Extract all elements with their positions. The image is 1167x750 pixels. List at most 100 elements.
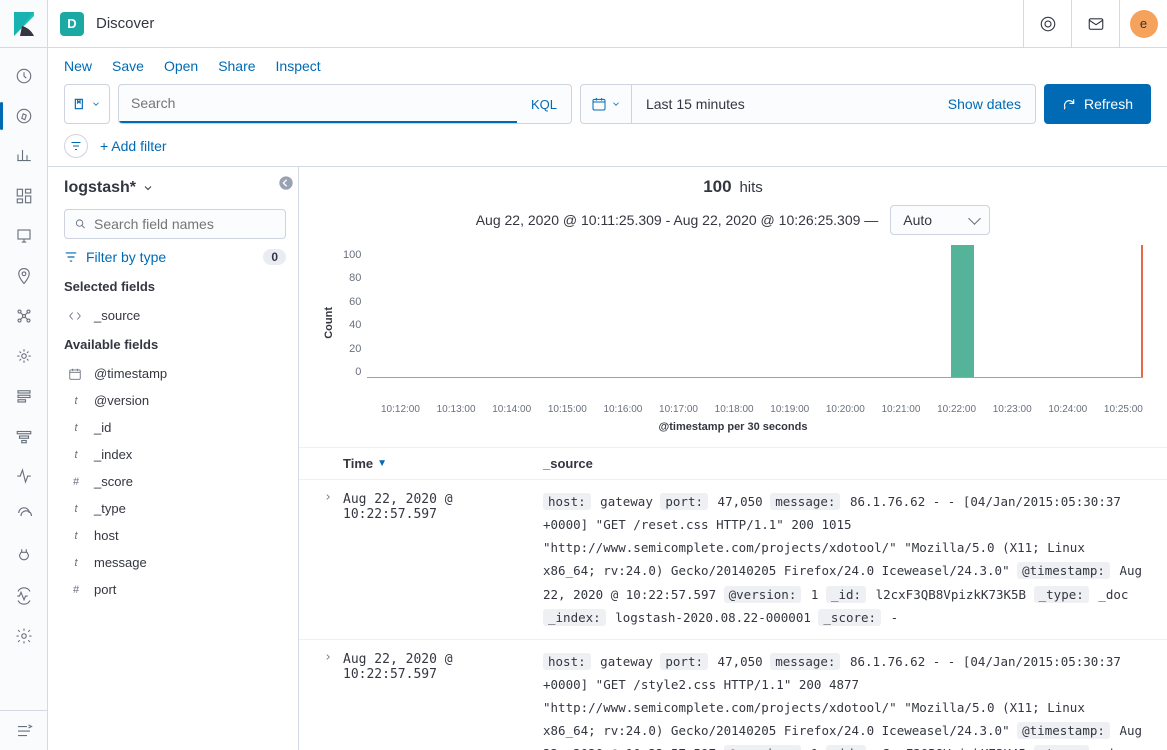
x-tick: 10:12:00	[381, 404, 420, 415]
col-source[interactable]: _source	[543, 456, 1143, 471]
x-axis-label: @timestamp per 30 seconds	[323, 415, 1143, 443]
field-key: @version:	[724, 745, 802, 750]
results-panel: 100 hits Aug 22, 2020 @ 10:11:25.309 - A…	[298, 167, 1167, 750]
kibana-logo-icon[interactable]	[0, 0, 48, 48]
field-search-input[interactable]	[94, 216, 275, 232]
submenu-new[interactable]: New	[64, 58, 92, 74]
chart-bar[interactable]	[951, 245, 974, 377]
field-@version[interactable]: t@version	[64, 387, 286, 414]
filter-by-type[interactable]: Filter by type 0	[64, 249, 286, 265]
query-bar: KQL Last 15 minutes Show dates Refresh	[48, 84, 1167, 134]
nav-devtools-icon[interactable]	[0, 536, 48, 576]
cell-time: Aug 22, 2020 @ 10:22:57.597	[343, 650, 543, 682]
table-row: Aug 22, 2020 @ 10:22:57.597host: gateway…	[299, 639, 1167, 750]
expand-row-icon[interactable]	[323, 650, 343, 662]
submenu-inspect[interactable]: Inspect	[276, 58, 321, 74]
y-tick: 80	[343, 272, 361, 284]
field-key: @timestamp:	[1017, 722, 1110, 739]
table-row: Aug 22, 2020 @ 10:22:57.597host: gateway…	[299, 480, 1167, 639]
calendar-icon[interactable]	[581, 85, 632, 123]
field-_score[interactable]: #_score	[64, 468, 286, 495]
filter-menu-icon[interactable]	[64, 134, 88, 158]
field-type-icon: t	[68, 557, 84, 569]
cell-time: Aug 22, 2020 @ 10:22:57.597	[343, 490, 543, 522]
index-pattern-select[interactable]: logstash*	[64, 179, 286, 197]
field-_index[interactable]: t_index	[64, 441, 286, 468]
field-search[interactable]	[64, 209, 286, 239]
y-tick: 60	[343, 296, 361, 308]
field-key: _id:	[826, 745, 866, 750]
nav-collapse-icon[interactable]	[0, 710, 48, 750]
expand-row-icon[interactable]	[323, 490, 343, 502]
nav-recent-icon[interactable]	[0, 56, 48, 96]
x-tick: 10:15:00	[548, 404, 587, 415]
chart-marker	[1141, 245, 1143, 377]
field-name: _type	[94, 501, 126, 516]
field-port[interactable]: #port	[64, 576, 286, 603]
field-name: _source	[94, 308, 140, 323]
newsfeed-icon[interactable]	[1023, 0, 1071, 48]
show-dates-link[interactable]: Show dates	[934, 96, 1035, 112]
submenu-share[interactable]: Share	[218, 58, 255, 74]
kql-toggle[interactable]: KQL	[517, 85, 571, 123]
selected-fields-title: Selected fields	[64, 279, 286, 294]
field-type-icon: #	[68, 476, 84, 488]
cell-source: host: gateway port: 47,050 message: 86.1…	[543, 490, 1143, 629]
field-_type[interactable]: t_type	[64, 495, 286, 522]
field-message[interactable]: tmessage	[64, 549, 286, 576]
nav-management-icon[interactable]	[0, 616, 48, 656]
nav-siem-icon[interactable]	[0, 496, 48, 536]
search-input[interactable]	[119, 85, 517, 123]
interval-label: Auto	[903, 212, 932, 228]
field-_source[interactable]: _source	[64, 302, 286, 329]
date-picker[interactable]: Last 15 minutes Show dates	[580, 84, 1036, 124]
field-key: message:	[770, 653, 840, 670]
saved-query-button[interactable]	[64, 84, 110, 124]
field-@timestamp[interactable]: @timestamp	[64, 360, 286, 387]
field-host[interactable]: thost	[64, 522, 286, 549]
interval-select[interactable]: Auto	[890, 205, 990, 235]
nav-uptime-icon[interactable]	[0, 456, 48, 496]
nav-maps-icon[interactable]	[0, 256, 48, 296]
field-type-icon: t	[68, 449, 84, 461]
field-key: _id:	[826, 586, 866, 603]
refresh-button[interactable]: Refresh	[1044, 84, 1151, 124]
y-tick: 0	[343, 366, 361, 378]
nav-discover-icon[interactable]	[0, 96, 48, 136]
field-key: port:	[660, 653, 708, 670]
date-label: Last 15 minutes	[632, 96, 934, 112]
hits-label: hits	[739, 179, 762, 196]
col-time[interactable]: Time▼	[343, 456, 543, 471]
nav-apm-icon[interactable]	[0, 416, 48, 456]
x-tick: 10:14:00	[492, 404, 531, 415]
mail-icon[interactable]	[1071, 0, 1119, 48]
index-pattern-label: logstash*	[64, 179, 136, 197]
nav-metrics-icon[interactable]	[0, 336, 48, 376]
nav-canvas-icon[interactable]	[0, 216, 48, 256]
filter-bar: + Add filter	[48, 134, 1167, 166]
sidebar-collapse-icon[interactable]	[278, 175, 294, 191]
field-type-icon: t	[68, 395, 84, 407]
nav-logs-icon[interactable]	[0, 376, 48, 416]
field-key: _type:	[1034, 586, 1089, 603]
x-tick: 10:23:00	[993, 404, 1032, 415]
space-badge[interactable]: D	[60, 12, 84, 36]
field-sidebar: logstash* Filter by type 0 Selected fiel…	[48, 167, 298, 750]
submenu-save[interactable]: Save	[112, 58, 144, 74]
user-avatar[interactable]: e	[1119, 0, 1167, 48]
field-type-icon	[68, 309, 84, 323]
submenu-open[interactable]: Open	[164, 58, 198, 74]
field-_id[interactable]: t_id	[64, 414, 286, 441]
nav-dashboard-icon[interactable]	[0, 176, 48, 216]
field-key: host:	[543, 653, 591, 670]
nav-visualize-icon[interactable]	[0, 136, 48, 176]
add-filter-link[interactable]: + Add filter	[100, 138, 167, 154]
y-axis-label: Count	[323, 307, 335, 339]
x-tick: 10:25:00	[1104, 404, 1143, 415]
nav-ml-icon[interactable]	[0, 296, 48, 336]
cell-source: host: gateway port: 47,050 message: 86.1…	[543, 650, 1143, 750]
nav-monitoring-icon[interactable]	[0, 576, 48, 616]
field-name: port	[94, 582, 116, 597]
x-tick: 10:16:00	[603, 404, 642, 415]
docs-table: Time▼ _source Aug 22, 2020 @ 10:22:57.59…	[299, 447, 1167, 750]
